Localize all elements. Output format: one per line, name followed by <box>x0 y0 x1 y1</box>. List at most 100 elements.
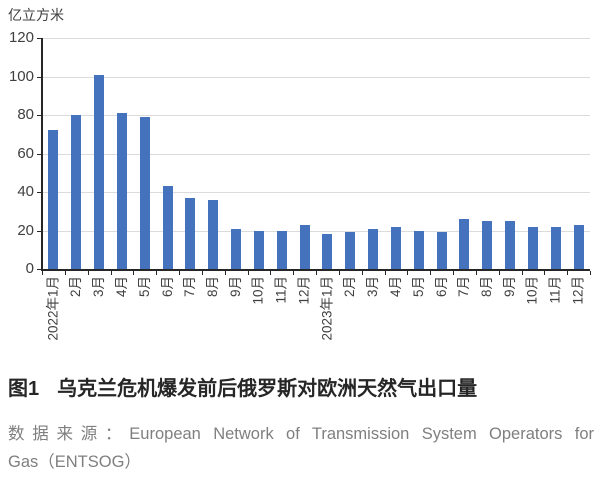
x-axis-tick-label: 6月 <box>433 276 449 298</box>
y-axis-tick <box>37 153 42 155</box>
x-axis-tick <box>64 270 66 275</box>
bar <box>231 228 242 269</box>
bar <box>527 226 538 269</box>
x-axis-tick <box>110 270 112 275</box>
x-axis-tick-label: 12月 <box>296 276 312 305</box>
data-source-line2: Gas（ENTSOG） <box>8 453 141 471</box>
bar <box>276 230 287 269</box>
x-axis-tick-label: 11月 <box>547 276 563 304</box>
gridline <box>42 38 590 39</box>
x-axis-tick-label: 2022年1月 <box>45 276 61 341</box>
x-axis-tick-label: 6月 <box>159 276 175 298</box>
bar <box>390 226 401 269</box>
bar <box>368 228 379 269</box>
data-source: 数据来源：European Network of Transmission Sy… <box>8 420 594 476</box>
x-axis-tick <box>133 270 135 275</box>
bar <box>505 220 516 269</box>
x-axis-tick-label: 2月 <box>68 276 84 298</box>
y-axis-tick <box>37 115 42 116</box>
bar <box>208 199 219 269</box>
bar <box>116 113 127 269</box>
x-axis-tick-label: 11月 <box>273 276 289 304</box>
x-axis-tick-label: 9月 <box>502 276 518 298</box>
bar <box>550 226 561 269</box>
y-axis-tick-label: 120 <box>8 29 34 46</box>
y-axis-line <box>41 38 43 269</box>
x-axis-tick <box>407 270 409 275</box>
bar <box>345 232 356 269</box>
x-axis-tick <box>453 270 454 275</box>
x-axis-tick-label: 3月 <box>91 276 107 298</box>
x-axis-tick-label: 4月 <box>387 276 403 298</box>
y-axis-tick <box>37 76 42 78</box>
y-axis-tick-label: 80 <box>17 106 34 123</box>
x-axis-tick-label: 2月 <box>342 276 358 298</box>
bar <box>482 220 493 269</box>
figure-number: 图1 <box>8 378 40 400</box>
bar <box>48 130 59 269</box>
y-axis-tick-label: 40 <box>17 183 34 200</box>
bar <box>162 186 173 269</box>
gridline <box>42 76 590 78</box>
bar <box>459 218 470 269</box>
x-axis-tick-label: 4月 <box>113 276 129 298</box>
y-axis-tick-label: 100 <box>8 67 34 85</box>
gridline <box>42 230 590 232</box>
y-axis-tick <box>37 269 42 270</box>
gridline <box>42 153 590 155</box>
x-axis-tick <box>544 270 546 275</box>
y-axis-tick-label: 20 <box>17 221 34 239</box>
x-axis-tick <box>201 270 203 275</box>
data-source-line1: 数据来源：European Network of Transmission Sy… <box>8 420 594 448</box>
y-axis-unit-label: 亿立方米 <box>8 7 64 23</box>
x-axis-tick <box>42 270 43 275</box>
x-axis-tick-label: 3月 <box>365 276 381 298</box>
figure-title: 乌克兰危机爆发前后俄罗斯对欧洲天然气出口量 <box>57 378 478 400</box>
x-axis-tick <box>590 270 591 275</box>
bar <box>413 230 424 269</box>
x-axis-tick <box>498 270 500 275</box>
x-axis-tick <box>361 270 363 275</box>
bar <box>94 74 105 269</box>
y-axis-tick <box>37 192 42 193</box>
x-axis-tick-label: 8月 <box>205 276 221 298</box>
x-axis-tick-label: 7月 <box>456 276 472 298</box>
y-axis-tick-label: 60 <box>17 144 34 162</box>
y-axis-tick-label: 0 <box>25 260 34 277</box>
x-axis-tick <box>384 270 386 275</box>
x-axis-tick <box>338 270 340 275</box>
gridline <box>42 115 590 116</box>
bar <box>436 232 447 269</box>
x-axis-tick-label: 8月 <box>479 276 495 298</box>
x-axis-tick-label: 5月 <box>410 276 426 298</box>
x-axis-tick-label: 5月 <box>136 276 152 298</box>
x-axis-tick-label: 2023年1月 <box>319 276 335 341</box>
x-axis-tick-label: 12月 <box>570 276 586 305</box>
figure-caption: 图1 乌克兰危机爆发前后俄罗斯对欧洲天然气出口量 <box>8 372 592 401</box>
x-axis-tick-label: 10月 <box>250 276 266 305</box>
x-axis-tick-label: 10月 <box>524 276 540 305</box>
bar <box>573 224 584 269</box>
x-axis-tick <box>179 270 180 275</box>
x-axis-tick <box>224 270 226 275</box>
bar <box>299 224 310 269</box>
gridline <box>42 192 590 193</box>
x-axis-line <box>41 269 590 271</box>
x-axis-tick <box>87 270 89 275</box>
x-axis-tick <box>247 270 249 275</box>
x-axis-tick-label: 9月 <box>228 276 244 298</box>
y-axis-tick <box>37 38 42 39</box>
bar <box>322 234 333 269</box>
x-axis-tick <box>316 270 317 275</box>
x-axis-tick <box>270 270 272 275</box>
bar <box>71 115 82 269</box>
data-source-prefix: 数据来源： <box>8 425 130 443</box>
y-axis-tick <box>37 230 42 232</box>
bar <box>253 230 264 269</box>
x-axis-tick <box>293 270 295 275</box>
bar <box>139 116 150 269</box>
bar <box>185 197 196 269</box>
x-axis-tick-label: 7月 <box>182 276 198 298</box>
x-axis-tick <box>156 270 158 275</box>
